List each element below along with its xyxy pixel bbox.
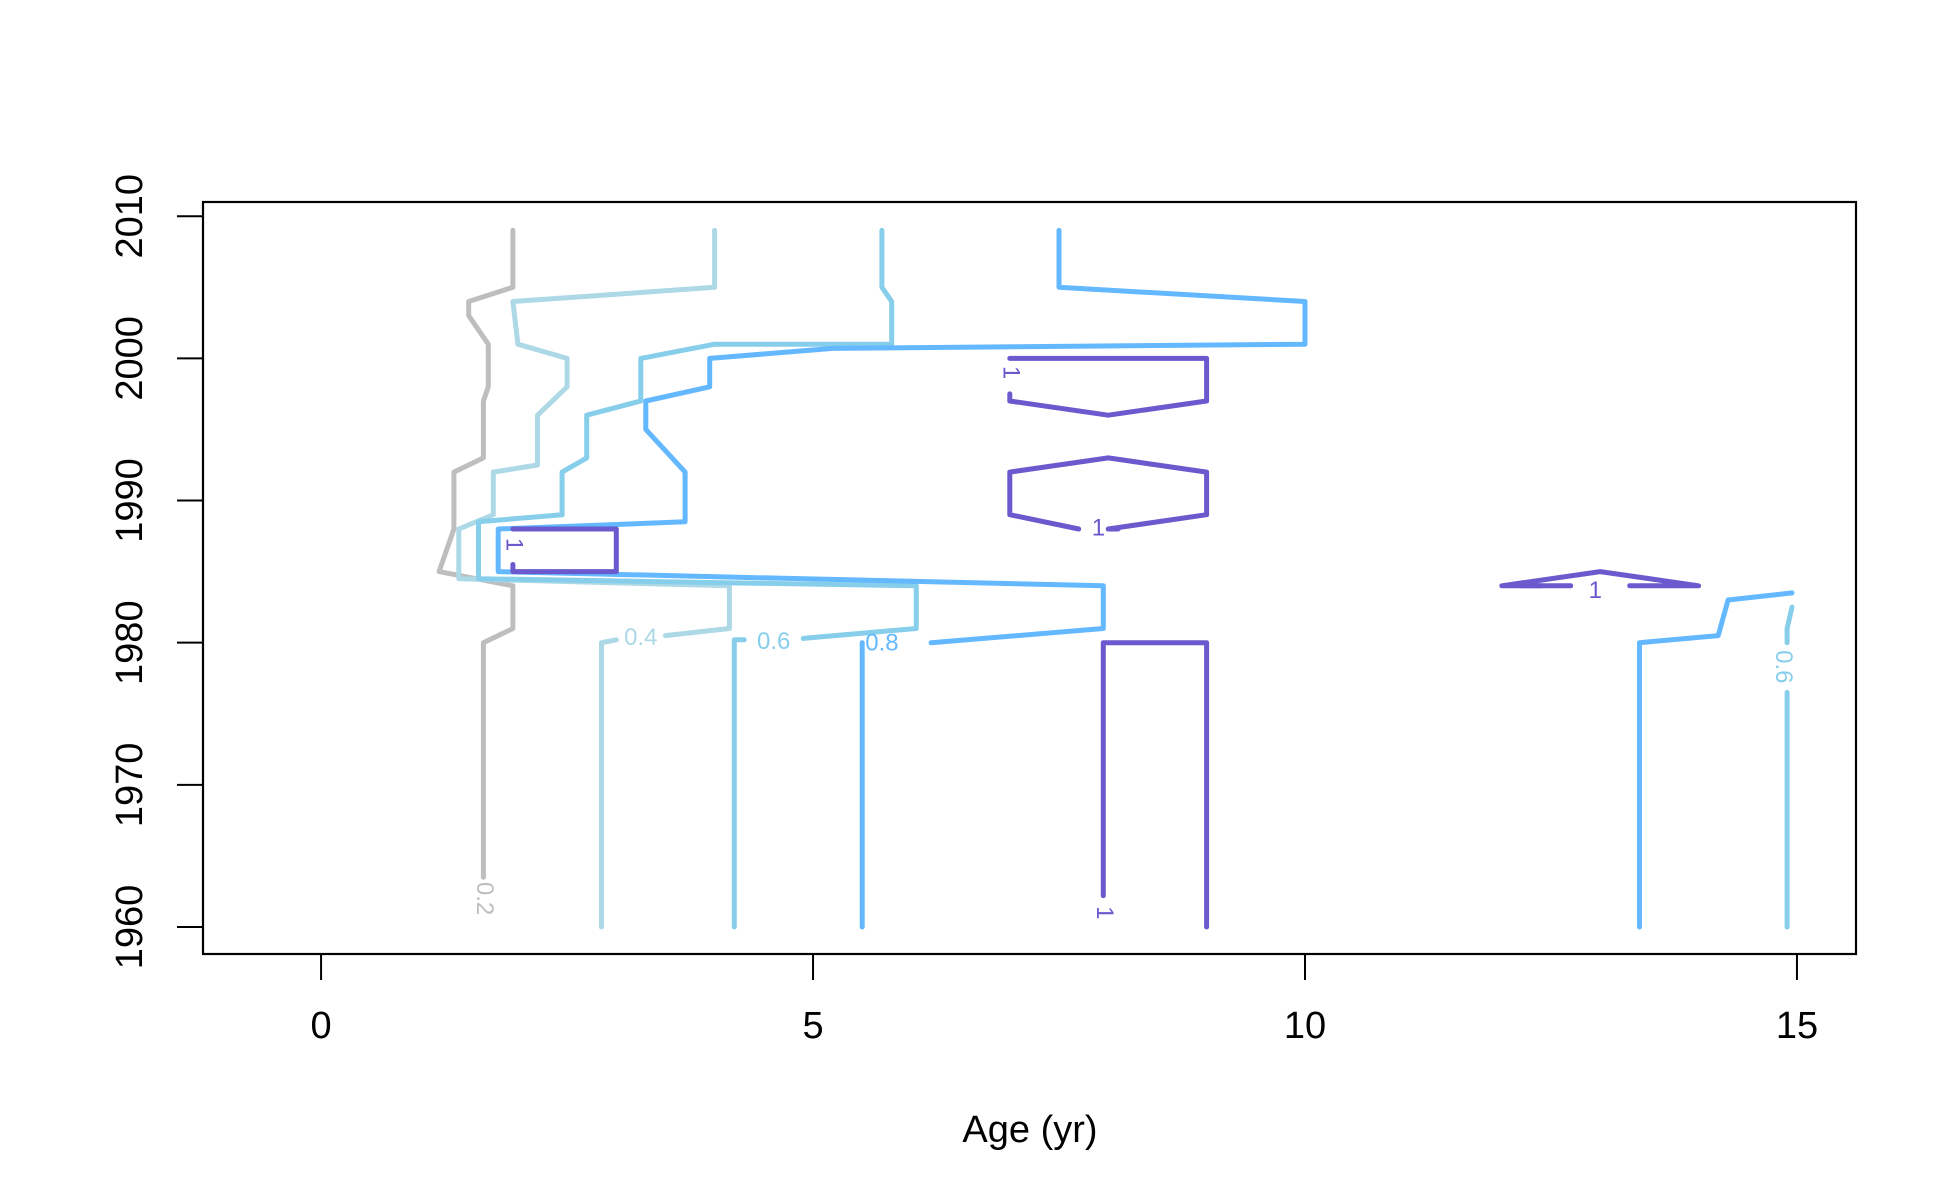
contour-line-1 [510, 526, 619, 575]
x-tick-label: 15 [1776, 1005, 1818, 1047]
contour-line-0-4 [599, 637, 619, 930]
contour-line-0-6 [476, 227, 919, 641]
contour-line-0-6 [731, 637, 747, 930]
contour-label-0-6: 0.6 [757, 628, 790, 655]
contour-label-0-2: 0.2 [471, 882, 498, 915]
contour-lines [436, 227, 1795, 930]
y-axis: 1960 1970 1980 1990 2000 2010 [109, 174, 204, 970]
contour-line-1 [1499, 569, 1702, 589]
contour-level-0-8 [495, 227, 1795, 930]
contour-labels: 0.2 0.4 0.6 0.6 0.8 1 1 1 1 1 [471, 366, 1797, 920]
plot-frame [201, 200, 1858, 956]
contour-label-1: 1 [1091, 906, 1118, 919]
contour-label-0-4: 0.4 [624, 624, 657, 651]
contour-line-0-8 [495, 227, 1308, 646]
contour-level-1 [510, 355, 1702, 930]
y-tick-label: 1960 [109, 885, 151, 970]
x-tick-label: 10 [1284, 1005, 1326, 1047]
contour-line-1 [1007, 455, 1210, 532]
contour-line-0-2 [436, 227, 516, 880]
y-tick-label: 1980 [109, 600, 151, 685]
x-tick-label: 0 [311, 1005, 332, 1047]
y-tick-label: 1970 [109, 743, 151, 828]
contour-line-0-6 [1784, 604, 1795, 646]
contour-label-0-6: 0.6 [1770, 650, 1797, 683]
y-tick-label: 1990 [109, 458, 151, 543]
contour-level-0-2 [436, 227, 516, 880]
contour-label-1: 1 [1092, 514, 1105, 541]
contour-line-1 [1100, 640, 1210, 930]
contour-label-0-8: 0.8 [865, 629, 898, 656]
contour-line-1 [1007, 355, 1210, 418]
contour-label-1: 1 [997, 366, 1024, 379]
contour-label-1: 1 [501, 538, 528, 551]
contour-level-0-6 [476, 227, 1795, 930]
contour-line-0-8 [1637, 590, 1795, 930]
x-tick-label: 5 [802, 1005, 823, 1047]
x-axis: 0 5 10 15 [311, 953, 1818, 1047]
x-axis-label: Age (yr) [962, 1109, 1097, 1151]
y-tick-label: 2000 [109, 316, 151, 401]
contour-label-1: 1 [1589, 577, 1602, 604]
y-tick-label: 2010 [109, 174, 151, 259]
